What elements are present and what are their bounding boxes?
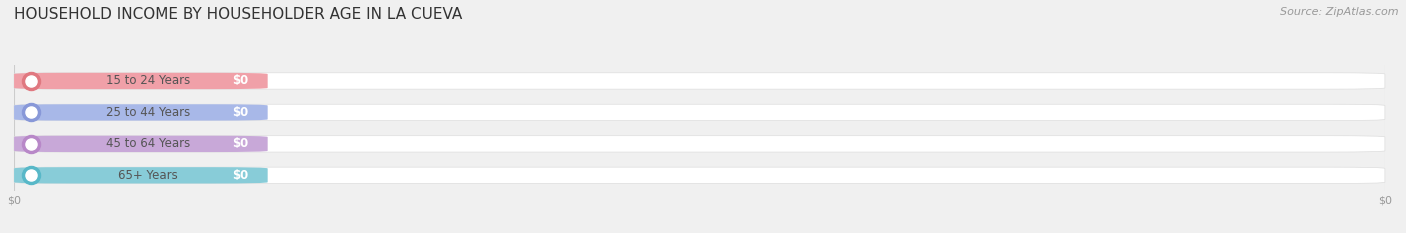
Text: $0: $0 bbox=[232, 137, 249, 150]
Text: $0: $0 bbox=[232, 169, 249, 182]
Text: 65+ Years: 65+ Years bbox=[118, 169, 177, 182]
FancyBboxPatch shape bbox=[14, 167, 267, 184]
FancyBboxPatch shape bbox=[14, 136, 1385, 152]
FancyBboxPatch shape bbox=[14, 167, 1385, 184]
Text: 45 to 64 Years: 45 to 64 Years bbox=[105, 137, 190, 150]
Text: 15 to 24 Years: 15 to 24 Years bbox=[105, 75, 190, 87]
FancyBboxPatch shape bbox=[14, 136, 267, 152]
Text: $0: $0 bbox=[232, 106, 249, 119]
Text: Source: ZipAtlas.com: Source: ZipAtlas.com bbox=[1281, 7, 1399, 17]
FancyBboxPatch shape bbox=[14, 73, 1385, 89]
FancyBboxPatch shape bbox=[14, 73, 267, 89]
FancyBboxPatch shape bbox=[14, 104, 267, 121]
Text: 25 to 44 Years: 25 to 44 Years bbox=[105, 106, 190, 119]
Text: HOUSEHOLD INCOME BY HOUSEHOLDER AGE IN LA CUEVA: HOUSEHOLD INCOME BY HOUSEHOLDER AGE IN L… bbox=[14, 7, 463, 22]
Text: $0: $0 bbox=[232, 75, 249, 87]
FancyBboxPatch shape bbox=[14, 104, 1385, 121]
